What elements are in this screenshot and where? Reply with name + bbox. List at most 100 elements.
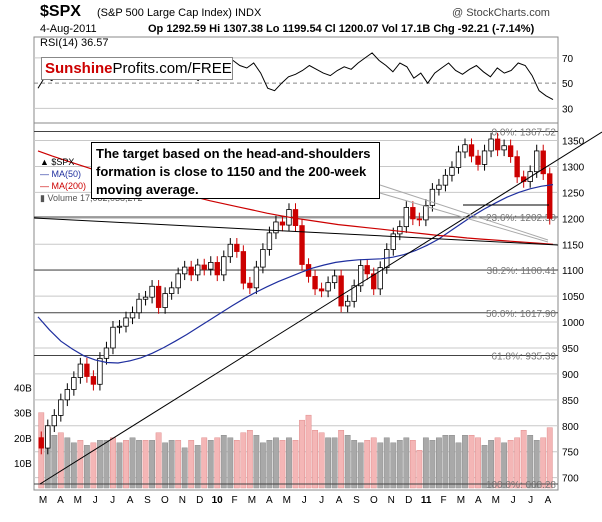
x-tick-label: S <box>353 495 360 506</box>
chart-date: 4-Aug-2011 <box>40 23 97 35</box>
x-tick-label: A <box>127 495 134 506</box>
candle-body <box>423 204 429 221</box>
x-tick-label: A <box>57 495 64 506</box>
x-tick-label: J <box>93 495 98 506</box>
candle-body <box>84 363 90 377</box>
candle-body <box>540 150 546 175</box>
rsi-tick-label: 50 <box>562 79 574 90</box>
x-tick-label: D <box>196 495 203 506</box>
volume-bar <box>357 442 364 489</box>
candle-body <box>318 288 325 292</box>
candle-body <box>507 145 514 158</box>
x-tick-label: A <box>336 495 343 506</box>
candle-body <box>325 282 331 292</box>
volume-bar <box>246 429 253 489</box>
retracement-label: 23.6%: 1202.50 <box>486 213 556 224</box>
candle-body <box>64 389 71 401</box>
candle-body <box>429 188 436 206</box>
candle-body <box>181 266 188 275</box>
candle-body <box>149 285 155 298</box>
candle-body <box>162 293 168 308</box>
volume-bar <box>110 437 116 489</box>
volume-bar <box>338 429 345 489</box>
legend-ma200: — MA(200) <box>40 181 87 191</box>
legend-spx: ▲ $SPX <box>40 157 75 167</box>
candle-body <box>475 155 481 165</box>
volume-bar <box>540 437 547 489</box>
watermark-site: Profits.com/FREE <box>112 60 232 77</box>
candle-body <box>279 221 286 226</box>
x-tick-label: A <box>475 495 482 506</box>
retracement-label: 100.0%: 668.28 <box>486 480 556 491</box>
volume-bar <box>103 440 110 489</box>
x-tick-label: F <box>231 495 237 506</box>
x-axis-labels: M A M J J A S O N D 10 F M A M J J A S O N D 11 F M A M J J A <box>39 495 552 506</box>
candle-body <box>351 285 357 302</box>
price-tick-label: 1000 <box>562 318 585 329</box>
candle-body <box>371 273 377 290</box>
volume-bar <box>51 435 58 489</box>
price-tick-label: 950 <box>562 344 579 355</box>
uptrend-line <box>39 131 602 485</box>
candle-body <box>410 207 416 220</box>
rsi-panel-frame <box>33 36 559 124</box>
candle-body <box>38 437 44 449</box>
candle-body <box>501 145 507 151</box>
price-tick-label: 700 <box>562 474 579 485</box>
price-tick-label: 1200 <box>562 214 585 225</box>
volume-bar <box>305 414 312 489</box>
retracement-label: 50.0%: 1017.90 <box>486 309 556 320</box>
x-tick-label: M <box>39 495 47 506</box>
volume-bar <box>194 445 201 489</box>
candle-body <box>462 144 468 153</box>
volume-bar <box>292 440 299 489</box>
volume-bar <box>273 437 279 489</box>
volume-bar <box>383 437 390 489</box>
candle-body <box>155 285 162 308</box>
annotation-box: The target based on the head-and-shoulde… <box>91 142 380 199</box>
candle-body <box>547 173 553 219</box>
volume-bar <box>57 432 64 489</box>
candle-body <box>403 207 410 228</box>
volume-bar <box>299 419 305 489</box>
volume-bar <box>64 437 71 489</box>
x-tick-label: 10 <box>212 495 224 506</box>
x-tick-label: A <box>545 495 552 506</box>
volume-bar <box>149 440 155 489</box>
stockcharts-credit[interactable]: @ StockCharts.com <box>452 7 550 19</box>
candle-body <box>175 273 181 289</box>
candle-body <box>214 262 220 276</box>
price-tick-label: 850 <box>562 396 579 407</box>
volume-bar <box>546 427 553 489</box>
volume-bar <box>468 435 475 489</box>
x-tick-label: J <box>511 495 516 506</box>
volume-bar <box>90 442 97 489</box>
candle-body <box>188 266 194 276</box>
price-tick-label: 1100 <box>562 266 584 277</box>
volume-bar <box>533 440 540 489</box>
candle-body <box>51 414 57 427</box>
price-tick-label: 1350 <box>562 137 585 148</box>
volume-bar <box>129 437 136 489</box>
volume-bar <box>507 440 514 489</box>
candle-body <box>273 221 279 234</box>
candle-body <box>253 266 260 289</box>
volume-bar <box>233 440 240 489</box>
volume-bar <box>175 440 182 489</box>
x-tick-label: A <box>266 495 273 506</box>
sunshine-profits-watermark[interactable]: SunshineProfits.com/FREE <box>41 57 233 80</box>
price-candles <box>38 132 553 455</box>
candle-body <box>129 312 136 319</box>
candle-body <box>416 218 423 221</box>
x-tick-label: N <box>179 495 186 506</box>
candle-body <box>377 267 383 290</box>
x-tick-label: J <box>110 495 115 506</box>
volume-bar <box>436 437 442 489</box>
x-tick-label: O <box>161 495 169 506</box>
candle-body <box>168 287 175 294</box>
price-tick-label: 1050 <box>562 292 585 303</box>
volume-bar <box>201 437 208 489</box>
ma50-line <box>37 184 554 364</box>
candle-body <box>358 265 364 287</box>
volume-bar <box>253 435 260 489</box>
